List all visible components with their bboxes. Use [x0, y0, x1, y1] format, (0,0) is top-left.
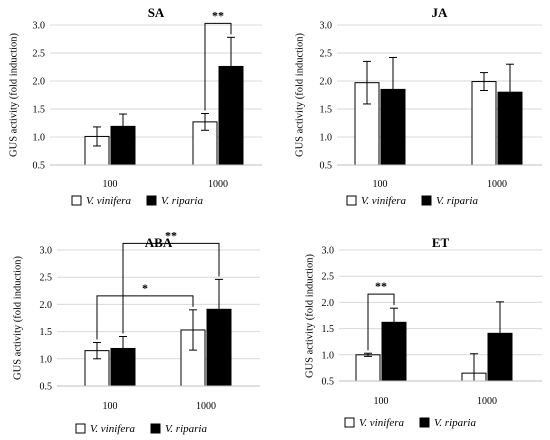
chart-panel-et: ET 0.5 1.0 1.5 2.0 2.5 3.0 GUS activity (fold i… — [304, 235, 542, 429]
legend-swatch-riparia — [146, 195, 157, 206]
y-tick-label: 2.5 — [322, 272, 335, 283]
y-tick-label: 1.5 — [40, 327, 53, 338]
y-tick-label: 2.0 — [322, 298, 335, 309]
y-tick-label: 1.0 — [40, 354, 53, 365]
bar-vinifera-100 — [355, 354, 381, 382]
x-tick-label: 100 — [373, 179, 388, 190]
chart-panel-sa: SA 0.5 1.0 1.5 2.0 2.5 3.0 GUS activity (fold i… — [8, 5, 262, 207]
significance-bracket — [122, 242, 220, 334]
legend-swatch-vinifera — [75, 423, 86, 434]
y-tick-label: 1.0 — [322, 350, 335, 361]
legend-swatch-riparia — [421, 195, 432, 206]
bar-vinifera-1000 — [471, 81, 497, 166]
y-tick-label: 3.0 — [40, 246, 53, 257]
x-tick-label: 1000 — [477, 396, 497, 407]
y-tick-label: 0.5 — [40, 382, 53, 393]
legend-swatch-vinifera — [346, 195, 357, 206]
y-tick-label: 2.0 — [40, 300, 53, 311]
x-tick-label: 100 — [103, 401, 118, 412]
y-tick-label: 3.0 — [320, 21, 333, 32]
bar-riparia-100 — [110, 347, 136, 387]
legend-label: V. vinifera — [86, 195, 132, 207]
chart-panel-aba: ABA 0.5 1.0 1.5 2.0 2.5 3.0 GUS activity (fold … — [12, 228, 260, 435]
y-tick-label: 0.5 — [33, 161, 46, 172]
y-tick-label: 1.5 — [33, 105, 46, 116]
chart-title: ET — [432, 235, 450, 250]
y-tick-label: 1.0 — [33, 133, 46, 144]
x-tick-label: 1000 — [487, 179, 507, 190]
y-tick-label: 1.0 — [320, 133, 333, 144]
legend-swatch-riparia — [419, 417, 430, 428]
legend-label: V. riparia — [434, 417, 476, 429]
y-axis-label: GUS activity (fold induction) — [12, 256, 23, 380]
y-tick-label: 1.5 — [320, 105, 333, 116]
y-axis-label: GUS activity (fold induction) — [294, 33, 305, 157]
y-tick-label: 0.5 — [322, 377, 335, 388]
legend: V. vinifera V. riparia — [344, 417, 476, 429]
y-tick-label: 2.5 — [33, 49, 46, 60]
x-tick-label: 100 — [374, 396, 389, 407]
legend-swatch-vinifera — [344, 417, 355, 428]
significance-bracket — [204, 22, 232, 111]
y-tick-label: 3.0 — [322, 246, 335, 257]
legend-label: V. vinifera — [361, 195, 407, 207]
significance-label: ** — [212, 8, 224, 22]
legend-label: V. riparia — [161, 195, 203, 207]
significance-bracket — [367, 293, 395, 351]
significance-bracket — [96, 295, 194, 340]
significance-label: * — [142, 281, 148, 295]
legend: V. vinifera V. riparia — [346, 195, 478, 207]
legend: V. vinifera V. riparia — [71, 195, 203, 207]
chart-title: JA — [432, 5, 449, 20]
legend-label: V. riparia — [165, 423, 207, 435]
y-tick-label: 2.5 — [320, 49, 333, 60]
y-tick-label: 2.0 — [33, 77, 46, 88]
y-tick-label: 2.5 — [40, 273, 53, 284]
x-tick-label: 1000 — [196, 401, 216, 412]
y-tick-label: 3.0 — [33, 21, 46, 32]
x-tick-label: 1000 — [208, 179, 228, 190]
chart-panel-ja: JA 0.5 1.0 1.5 2.0 2.5 3.0 GUS activity (fold i… — [294, 5, 542, 207]
y-axis-label: GUS activity (fold induction) — [304, 254, 315, 378]
legend-swatch-vinifera — [71, 195, 82, 206]
y-tick-label: 2.0 — [320, 77, 333, 88]
y-axis-label: GUS activity (fold induction) — [8, 33, 19, 157]
legend: V. vinifera V. riparia — [75, 423, 207, 435]
y-tick-label: 0.5 — [320, 161, 333, 172]
legend-label: V. vinifera — [90, 423, 136, 435]
legend-label: V. vinifera — [359, 417, 405, 429]
significance-label: ** — [375, 279, 387, 293]
significance-label: ** — [165, 228, 177, 242]
chart-title: SA — [148, 5, 165, 20]
x-tick-label: 100 — [103, 179, 118, 190]
y-tick-label: 1.5 — [322, 324, 335, 335]
chart-title: ABA — [145, 235, 173, 250]
legend-swatch-riparia — [150, 423, 161, 434]
legend-label: V. riparia — [436, 195, 478, 207]
